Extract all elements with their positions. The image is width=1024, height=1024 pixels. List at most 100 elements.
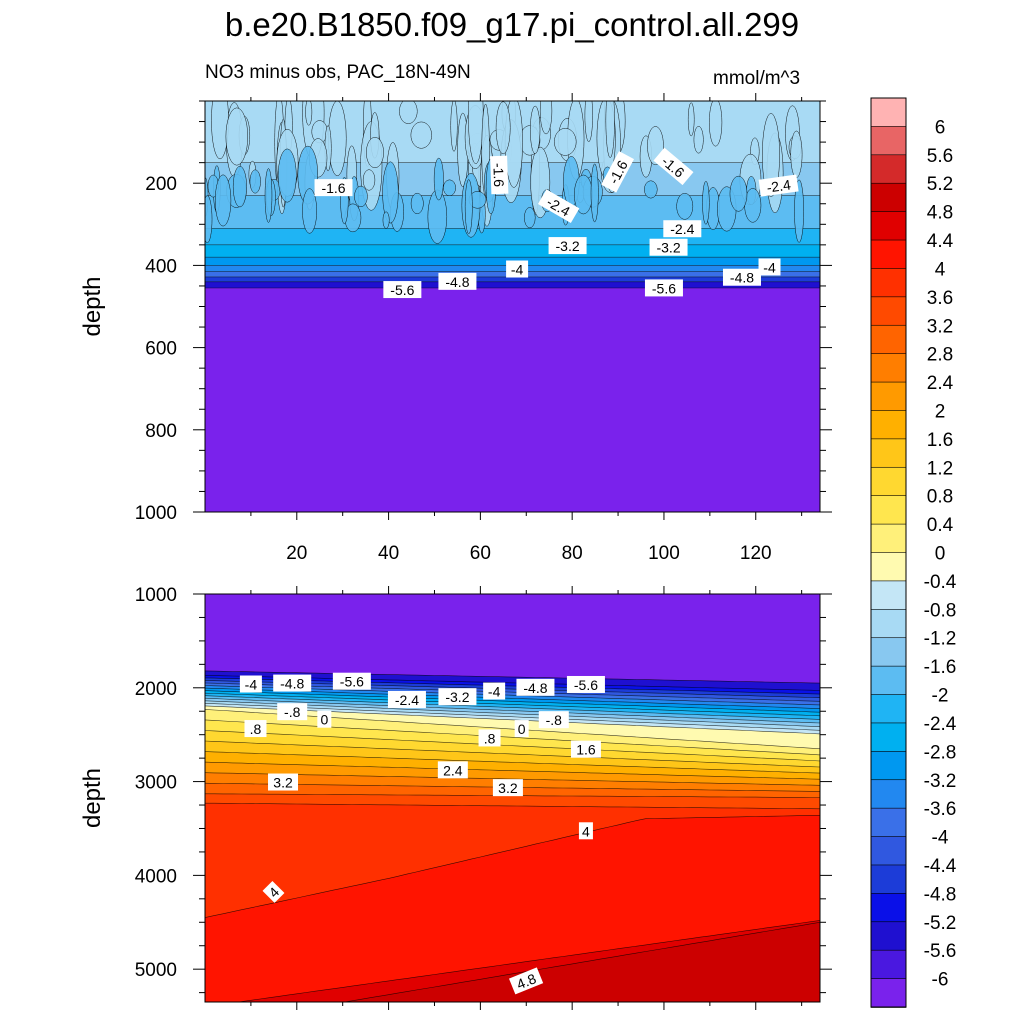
contour-field — [205, 594, 820, 1002]
contour-cell — [362, 169, 376, 191]
colorbar-swatch — [870, 324, 907, 355]
colorbar-swatch — [870, 381, 907, 412]
contour-cell — [382, 211, 390, 229]
contour-line — [205, 719, 820, 756]
colorbar-label: -6 — [932, 970, 949, 991]
contour-label: 4.8 — [508, 967, 544, 995]
contour-cell — [468, 101, 484, 164]
contour-band — [205, 288, 820, 512]
contour-label: 4 — [262, 880, 285, 903]
contour-line — [205, 695, 820, 720]
colorbar-frame — [870, 97, 907, 1008]
contour-label-box — [387, 690, 426, 708]
y-tick-label: 400 — [145, 256, 177, 277]
y-tick-label: 2000 — [135, 679, 177, 700]
contour-label-text: 2.4 — [443, 762, 463, 778]
colorbar-label: -2.8 — [924, 742, 957, 763]
colorbar-label: 3.6 — [927, 288, 953, 309]
contour-cell — [605, 101, 615, 158]
contour-label-text: 4.8 — [514, 970, 538, 992]
colorbar-label: 0 — [935, 544, 946, 565]
colorbar-label: 6 — [935, 117, 946, 138]
contour-label: .8 — [478, 729, 501, 747]
colorbar-label: -3.6 — [924, 799, 957, 820]
colorbar-label: -0.8 — [924, 600, 957, 621]
contour-label-text: 0 — [518, 721, 526, 737]
x-axis: 20 40 60 80 100 120 — [250, 93, 803, 564]
contour-line — [205, 761, 820, 780]
y-axis: 200 400 600 800 1000 depth — [79, 100, 832, 524]
colorbar-label: 1.6 — [927, 430, 953, 451]
contour-label-box — [383, 281, 422, 299]
contour-label-text: -4.8 — [280, 676, 304, 692]
contour-line — [205, 697, 820, 724]
contour-label-box — [548, 237, 587, 255]
colorbar-label: -0.4 — [924, 572, 957, 593]
contour-line — [205, 705, 820, 735]
contour-line — [205, 692, 820, 717]
contour-label: 0 — [317, 710, 332, 728]
colorbar-swatch — [870, 353, 907, 383]
colorbar-swatch — [870, 466, 907, 497]
colorbar-label: -5.6 — [924, 941, 957, 962]
x-tick-label: 100 — [648, 543, 680, 564]
contour-cell — [302, 188, 317, 234]
contour-line — [205, 730, 820, 762]
contour-label-box — [490, 155, 509, 195]
contour-label-text: -.8 — [546, 712, 563, 728]
contour-label: -1.6 — [314, 179, 353, 197]
contour-cell — [277, 148, 297, 203]
colorbar-swatch — [870, 807, 907, 838]
contour-cell — [687, 102, 695, 137]
contour-label: -2.4 — [387, 690, 426, 708]
contour-label: .8 — [244, 720, 267, 738]
contour-label-text: -2.4 — [766, 176, 792, 195]
contour-line — [205, 690, 820, 713]
contour-label: -5.6 — [383, 281, 422, 299]
contour-line — [205, 740, 820, 768]
contour-label: -2.4 — [758, 174, 799, 197]
contour-label-box — [644, 279, 683, 297]
contour-label: 3.2 — [268, 773, 299, 791]
contour-label: -3.2 — [649, 238, 688, 256]
contour-label-box — [438, 272, 477, 290]
contour-label-text: -4.8 — [730, 270, 754, 286]
colorbar-label: 0.8 — [927, 487, 953, 508]
contour-cell — [366, 137, 384, 169]
contour-cell — [644, 180, 658, 199]
contour-line — [205, 815, 820, 918]
contour-band — [205, 244, 820, 258]
contour-label-box — [492, 779, 523, 797]
contour-label-box — [578, 822, 593, 840]
contour-label: -5.6 — [644, 279, 683, 297]
contour-label: -4.8 — [273, 674, 312, 692]
contour-label-box — [438, 688, 477, 706]
y-tick-label: 200 — [145, 174, 177, 195]
contour-label: -2.4 — [663, 220, 702, 238]
contour-label: -4 — [506, 260, 529, 278]
colorbar-label: 4.4 — [927, 231, 954, 252]
contour-line — [342, 922, 820, 1002]
contour-label-box — [273, 674, 312, 692]
colorbar-swatch — [870, 580, 907, 611]
contour-label-box — [478, 729, 501, 747]
colorbar-swatch — [870, 665, 907, 696]
contour-label-box — [538, 711, 569, 729]
colorbar-label: -5.2 — [924, 913, 957, 934]
contour-cell — [410, 192, 424, 215]
contour-label-box — [601, 151, 635, 193]
y-tick-label: 600 — [145, 339, 177, 360]
y-tick-label: 1000 — [135, 585, 177, 606]
colorbar-label: 4 — [935, 259, 946, 280]
colorbar-label: -2.4 — [924, 714, 957, 735]
contour-label-box — [268, 773, 299, 791]
contour-labels: -4 -4.8 -5.6 -5.6 -4.8 -4 -3.2 -2.4 -.8 0 .8 0 -.8 .8… — [239, 672, 605, 995]
contour-label-text: -1.6 — [490, 163, 507, 188]
colorbar-swatch — [870, 864, 907, 895]
colorbar-swatch — [870, 97, 907, 128]
contour-label: -4.8 — [438, 272, 477, 290]
units-label: mmol/m^3 — [713, 68, 801, 89]
contour-cell — [354, 185, 368, 207]
contour-label: -.8 — [538, 711, 569, 729]
